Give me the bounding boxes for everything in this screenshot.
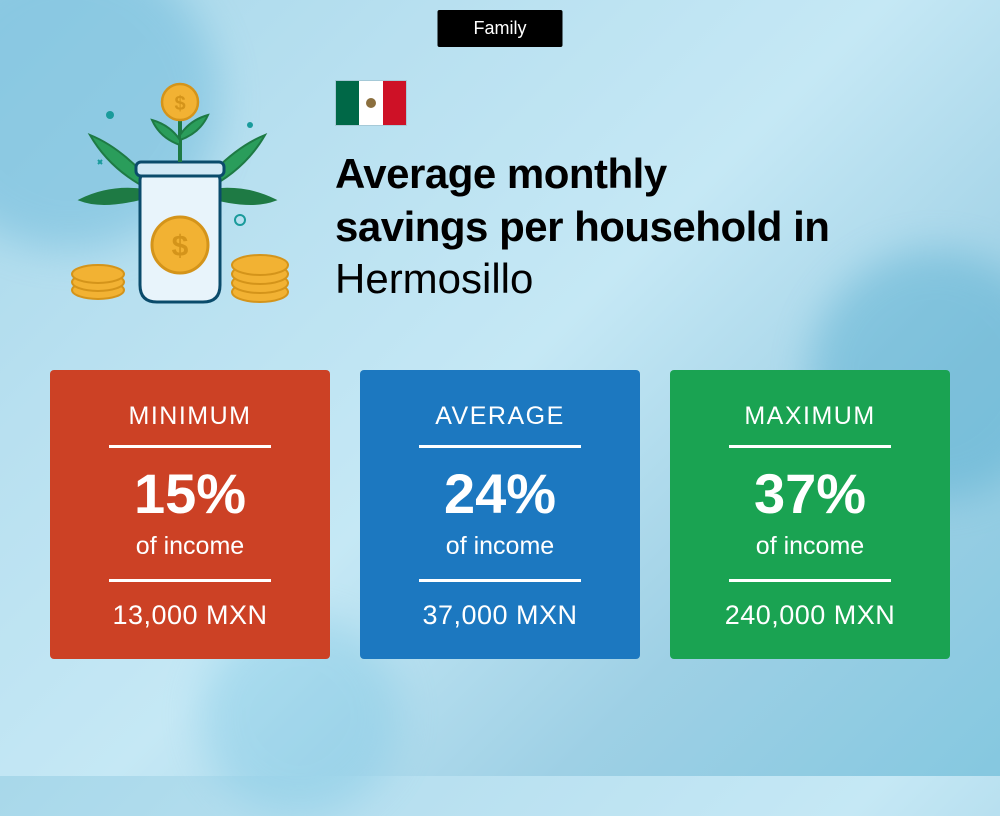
card-percent: 15% bbox=[74, 466, 306, 522]
card-amount: 37,000 MXN bbox=[384, 600, 616, 631]
savings-jar-icon: $ $ bbox=[60, 70, 295, 315]
divider bbox=[729, 445, 891, 448]
card-minimum: MINIMUM 15% of income 13,000 MXN bbox=[50, 370, 330, 659]
header: $ $ Average monthly savings per househol… bbox=[60, 70, 960, 315]
svg-text:$: $ bbox=[174, 93, 185, 115]
card-label: AVERAGE bbox=[384, 402, 616, 431]
card-amount: 240,000 MXN bbox=[694, 600, 926, 631]
divider bbox=[419, 579, 581, 582]
title-block: Average monthly savings per household in… bbox=[335, 70, 960, 306]
title-line1: Average monthly bbox=[335, 148, 960, 201]
card-maximum: MAXIMUM 37% of income 240,000 MXN bbox=[670, 370, 950, 659]
flag-stripe bbox=[383, 81, 406, 125]
category-badge: Family bbox=[438, 10, 563, 47]
card-percent: 37% bbox=[694, 466, 926, 522]
card-amount: 13,000 MXN bbox=[74, 600, 306, 631]
flag-mexico-icon bbox=[335, 80, 407, 126]
divider bbox=[109, 579, 271, 582]
card-sublabel: of income bbox=[74, 532, 306, 561]
divider bbox=[419, 445, 581, 448]
card-percent: 24% bbox=[384, 466, 616, 522]
flag-stripe bbox=[336, 81, 359, 125]
title-location: Hermosillo bbox=[335, 253, 960, 306]
card-average: AVERAGE 24% of income 37,000 MXN bbox=[360, 370, 640, 659]
title-line2: savings per household in bbox=[335, 201, 960, 254]
flag-stripe bbox=[359, 81, 382, 125]
divider bbox=[109, 445, 271, 448]
cards-container: MINIMUM 15% of income 13,000 MXN AVERAGE… bbox=[50, 370, 950, 659]
svg-text:$: $ bbox=[172, 230, 189, 263]
card-sublabel: of income bbox=[694, 532, 926, 561]
card-sublabel: of income bbox=[384, 532, 616, 561]
card-label: MINIMUM bbox=[74, 402, 306, 431]
card-label: MAXIMUM bbox=[694, 402, 926, 431]
divider bbox=[729, 579, 891, 582]
